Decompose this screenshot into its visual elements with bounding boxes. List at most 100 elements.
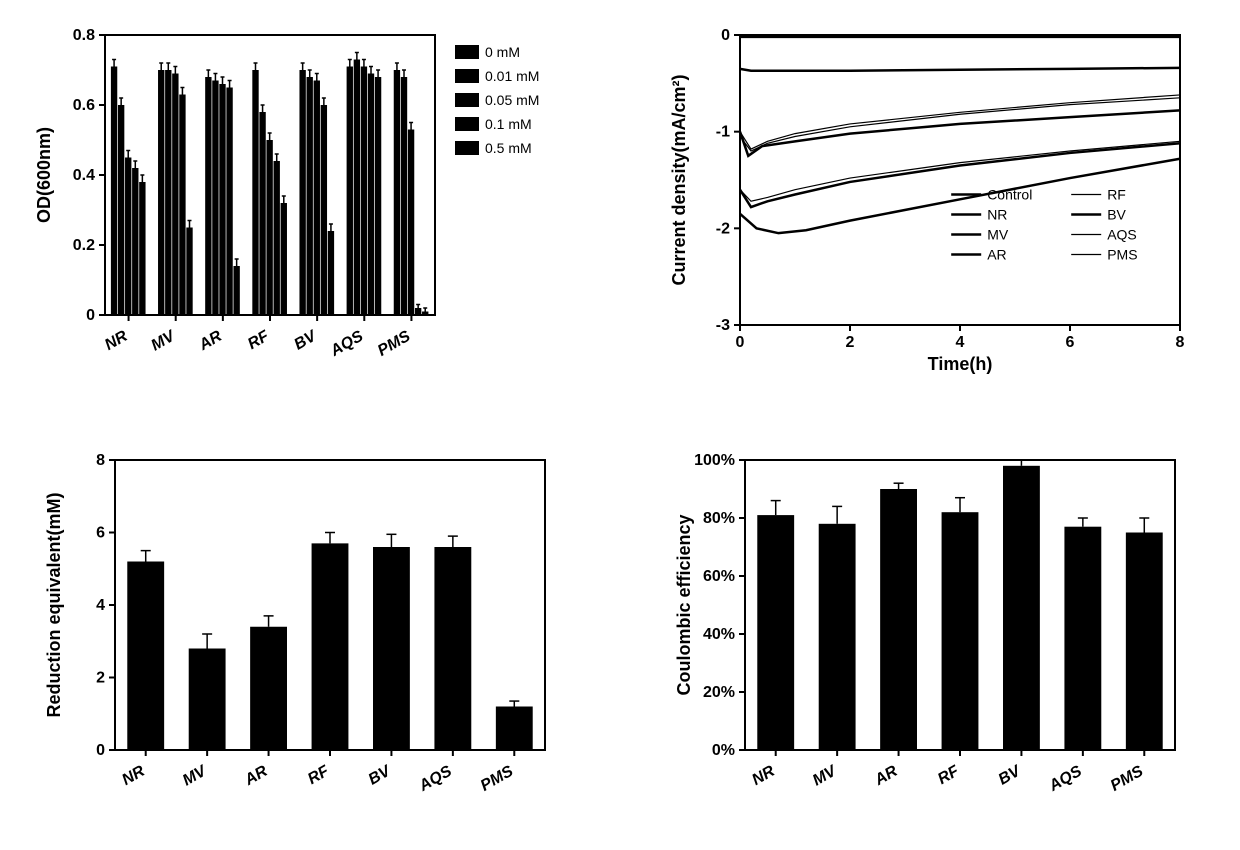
legend-swatch [455, 45, 479, 59]
category-label: RF [305, 762, 333, 788]
bar [757, 515, 794, 750]
category-label: AQS [415, 763, 455, 796]
legend-label: AQS [1107, 227, 1137, 243]
legend: 0 mM 0.01 mM 0.05 mM 0.1 mM 0.5 mM [455, 44, 539, 156]
legend-label: 0.05 mM [485, 92, 539, 108]
bar [819, 524, 856, 750]
series-nr [740, 68, 1180, 71]
y-tick-label: -2 [716, 220, 730, 237]
x-tick-label: 0 [736, 334, 745, 351]
bar [354, 60, 360, 316]
bar [250, 627, 287, 750]
category-label: AR [871, 763, 901, 790]
category-label: BV [291, 327, 320, 353]
y-tick-label: -1 [716, 124, 730, 141]
bar [1064, 527, 1101, 750]
category-label: BV [996, 762, 1025, 788]
x-tick-label: 8 [1176, 334, 1185, 351]
legend-label: MV [987, 227, 1009, 243]
bar [127, 562, 164, 751]
y-tick-label: 40% [703, 626, 735, 643]
legend-swatch [455, 69, 479, 83]
y-tick-label: 0 [721, 27, 730, 44]
bar [496, 707, 533, 751]
bar [179, 95, 185, 316]
bar [172, 74, 178, 316]
y-tick-label: 6 [96, 525, 105, 542]
legend-label: RF [1107, 187, 1126, 203]
x-tick-label: 6 [1066, 334, 1075, 351]
category-label: MV [180, 762, 210, 789]
y-tick-label: 2 [96, 670, 105, 687]
category-label: AR [195, 328, 225, 355]
y-axis-label: OD(600nm) [34, 127, 54, 223]
y-tick-label: 0.4 [73, 167, 95, 184]
y-tick-label: 8 [96, 452, 105, 469]
legend-label: Control [987, 187, 1032, 203]
legend-label: 0.5 mM [485, 140, 532, 156]
bar [321, 105, 327, 315]
category-label: BV [366, 762, 395, 788]
panel-a-od600: 00.20.40.60.8NRMVARRFBVAQSPMSOD(600nm)0 … [20, 20, 590, 405]
legend-label: NR [987, 207, 1007, 223]
legend: Control NR MV AR RF BV AQS PMS [951, 187, 1137, 263]
legend-label: AR [987, 247, 1006, 263]
category-label: RF [935, 762, 963, 788]
y-tick-label: 0 [96, 742, 105, 759]
legend-label: 0.1 mM [485, 116, 532, 132]
bar [111, 67, 117, 316]
bar [233, 266, 239, 315]
x-tick-label: 2 [846, 334, 855, 351]
bar [205, 77, 211, 315]
bar [880, 489, 917, 750]
legend-label: BV [1107, 207, 1126, 223]
y-tick-label: 60% [703, 568, 735, 585]
bar [415, 308, 421, 315]
legend-label: 0 mM [485, 44, 520, 60]
bar [274, 161, 280, 315]
legend-label: 0.01 mM [485, 68, 539, 84]
bar [312, 543, 349, 750]
bar [373, 547, 410, 750]
bar [158, 70, 164, 315]
category-label: NR [749, 763, 778, 789]
bar [125, 158, 131, 316]
y-tick-label: 0.8 [73, 27, 95, 44]
bar [408, 130, 414, 316]
category-label: PMS [375, 328, 414, 360]
bar [328, 231, 334, 315]
bar [942, 512, 979, 750]
bar [281, 203, 287, 315]
y-axis-label: Current density(mA/cm²) [669, 74, 689, 285]
category-label: PMS [478, 763, 517, 795]
category-label: AR [241, 763, 271, 790]
bar [259, 112, 265, 315]
legend-swatch [455, 141, 479, 155]
category-label: AQS [327, 328, 367, 361]
bar [422, 312, 428, 316]
bar [368, 74, 374, 316]
bar [361, 67, 367, 316]
y-tick-label: 100% [694, 452, 735, 469]
category-label: PMS [1108, 763, 1147, 795]
category-label: NR [102, 328, 131, 354]
category-label: NR [119, 763, 148, 789]
category-label: MV [148, 327, 178, 354]
category-label: AQS [1045, 763, 1085, 796]
bar [132, 168, 138, 315]
bar [401, 77, 407, 315]
y-tick-label: 0 [86, 307, 95, 324]
bar [118, 105, 124, 315]
bar [1003, 466, 1040, 750]
bar [165, 70, 171, 315]
bar [212, 81, 218, 316]
legend-swatch [455, 93, 479, 107]
category-label: MV [810, 762, 840, 789]
bar [434, 547, 471, 750]
bar [299, 70, 305, 315]
y-tick-label: 0.6 [73, 97, 95, 114]
bar [189, 649, 226, 751]
bar [226, 88, 232, 316]
legend-label: PMS [1107, 247, 1137, 263]
bar [375, 77, 381, 315]
